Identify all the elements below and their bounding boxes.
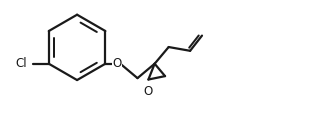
Text: Cl: Cl [15,57,27,70]
Text: O: O [112,57,122,70]
Text: O: O [144,85,153,98]
